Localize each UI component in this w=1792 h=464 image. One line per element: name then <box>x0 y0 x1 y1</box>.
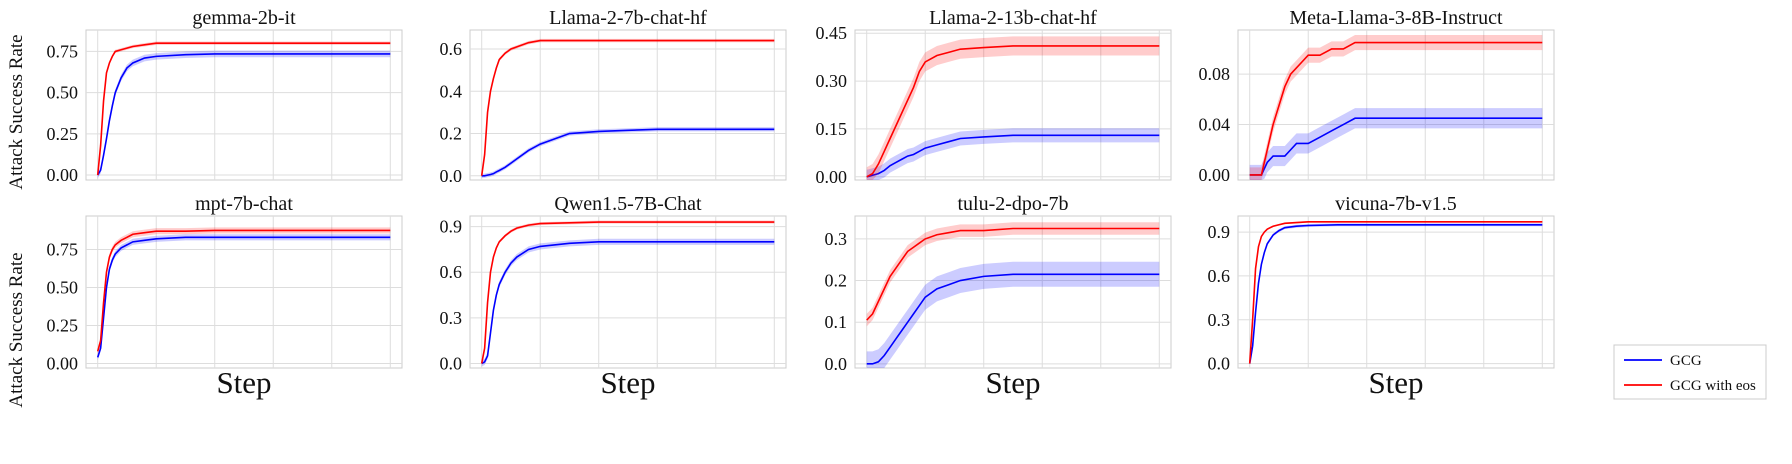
series-gcg-eos-line <box>96 229 391 352</box>
y-tick-label: 0.00 <box>1199 165 1231 185</box>
series-gcg-line <box>866 273 1160 365</box>
y-tick-label: 0.75 <box>47 41 79 61</box>
plot-area <box>854 29 1172 181</box>
series-gcg-line <box>481 128 775 177</box>
subplot-7: 0.0 0.1 0.2 0.3 tulu-2-dpo-7b Step <box>825 193 1172 400</box>
subplot-title: vicuna-7b-v1.5 <box>1335 193 1457 215</box>
subplot-1: 0.00 0.25 0.50 0.75 gemma-2b-it <box>47 7 403 185</box>
y-tick-label: 0.45 <box>816 23 848 43</box>
x-axis-label: Step <box>216 365 271 400</box>
series-gcg-eos-line <box>866 45 1160 178</box>
series-gcg-eos-confidence-band <box>866 222 1160 327</box>
series-gcg-line <box>866 134 1160 178</box>
plot-area <box>1237 215 1555 369</box>
y-tick-label: 0.0 <box>825 354 848 374</box>
y-tick-label: 0.00 <box>47 165 79 185</box>
subplot-5: 0.00 0.25 0.50 0.75 mpt-7b-chat Step <box>47 193 403 400</box>
legend-label: GCG with eos <box>1670 378 1756 394</box>
y-tick-label: 0.6 <box>1208 266 1231 286</box>
subplot-grid: 0.00 0.25 0.50 0.75 gemma-2b-it 0.0 0.2 0.4 0.6 L… <box>47 7 1767 400</box>
subplot-8: 0.0 0.3 0.6 0.9 vicuna-7b-v1.5 Step <box>1208 193 1555 400</box>
series-gcg-confidence-band <box>1249 108 1543 180</box>
series-gcg-eos-confidence-band <box>1249 35 1543 180</box>
y-tick-label: 0.2 <box>440 124 463 144</box>
y-tick-label: 0.50 <box>47 83 79 103</box>
series-gcg-eos-confidence-band <box>97 227 391 355</box>
y-tick-label: 0.0 <box>1208 354 1231 374</box>
series-gcg-line <box>1249 117 1543 176</box>
series-gcg-eos-confidence-band <box>866 36 1160 180</box>
subplot-title: gemma-2b-it <box>192 7 296 29</box>
series-gcg-eos-line <box>96 42 391 176</box>
x-axis-label: Step <box>985 365 1040 400</box>
plot-area <box>85 29 403 181</box>
y-tick-label: 0.30 <box>816 71 848 91</box>
plot-area <box>854 215 1172 369</box>
subplot-title: tulu-2-dpo-7b <box>957 193 1068 215</box>
subplot-title: Llama-2-7b-chat-hf <box>549 7 707 29</box>
subplot-title: Meta-Llama-3-8B-Instruct <box>1289 7 1503 29</box>
y-tick-label: 0.75 <box>47 239 79 259</box>
series-gcg-line <box>96 236 391 358</box>
y-tick-label: 0.0 <box>440 166 463 186</box>
subplot-6: 0.0 0.3 0.6 0.9 Qwen1.5-7B-Chat Step <box>440 193 787 400</box>
series-gcg-line <box>1248 223 1543 364</box>
y-tick-label: 0.50 <box>47 277 79 297</box>
y-tick-label: 0.15 <box>816 119 848 139</box>
y-tick-label: 0.3 <box>825 229 848 249</box>
y-tick-label: 0.4 <box>440 81 463 101</box>
y-tick-label: 0.25 <box>47 124 79 144</box>
x-axis-label: Step <box>600 365 655 400</box>
legend-label: GCG <box>1670 353 1702 369</box>
series-gcg-line <box>97 53 391 176</box>
y-tick-label: 0.9 <box>440 217 463 237</box>
y-tick-label: 0.00 <box>47 353 79 373</box>
series-gcg-eos-line <box>1248 221 1543 364</box>
y-tick-label: 0.0 <box>440 353 463 373</box>
legend: GCG GCG with eos <box>1613 344 1767 400</box>
y-axis-label-top: Attack Success Rate <box>6 34 27 189</box>
series-gcg-confidence-band <box>481 127 775 178</box>
subplot-title: mpt-7b-chat <box>195 193 293 215</box>
series-gcg-line <box>481 241 775 365</box>
y-tick-label: 0.1 <box>825 312 848 332</box>
series-gcg-confidence-band <box>97 234 391 361</box>
plot-area <box>1237 29 1555 181</box>
y-tick-label: 0.9 <box>1208 222 1231 242</box>
subplot-title: Qwen1.5-7B-Chat <box>554 193 702 215</box>
y-tick-label: 0.25 <box>47 315 79 335</box>
series-gcg-eos-line <box>480 39 775 176</box>
y-tick-label: 0.08 <box>1199 64 1231 84</box>
subplot-title: Llama-2-13b-chat-hf <box>929 7 1097 29</box>
subplot-2: 0.0 0.2 0.4 0.6 Llama-2-7b-chat-hf <box>440 7 787 186</box>
series-gcg-eos-line <box>866 227 1160 321</box>
y-tick-label: 0.2 <box>825 271 848 291</box>
series-gcg-eos-line <box>480 221 775 364</box>
legend-box <box>1613 344 1767 400</box>
y-tick-label: 0.04 <box>1199 115 1231 135</box>
y-tick-label: 0.00 <box>816 167 848 187</box>
x-axis-label: Step <box>1368 365 1423 400</box>
y-tick-label: 0.3 <box>440 308 463 328</box>
y-axis-label-bottom: Attack Success Rate <box>6 252 27 407</box>
y-tick-label: 0.6 <box>440 39 463 59</box>
subplot-3: 0.00 0.15 0.30 0.45 Llama-2-13b-chat-hf <box>816 7 1172 187</box>
subplot-4: 0.00 0.04 0.08 Meta-Llama-3-8B-Instruct <box>1199 7 1555 185</box>
y-tick-label: 0.3 <box>1208 310 1231 330</box>
series-gcg-eos-line <box>1249 41 1543 176</box>
y-tick-label: 0.6 <box>440 262 463 282</box>
series-gcg-confidence-band <box>866 128 1160 180</box>
